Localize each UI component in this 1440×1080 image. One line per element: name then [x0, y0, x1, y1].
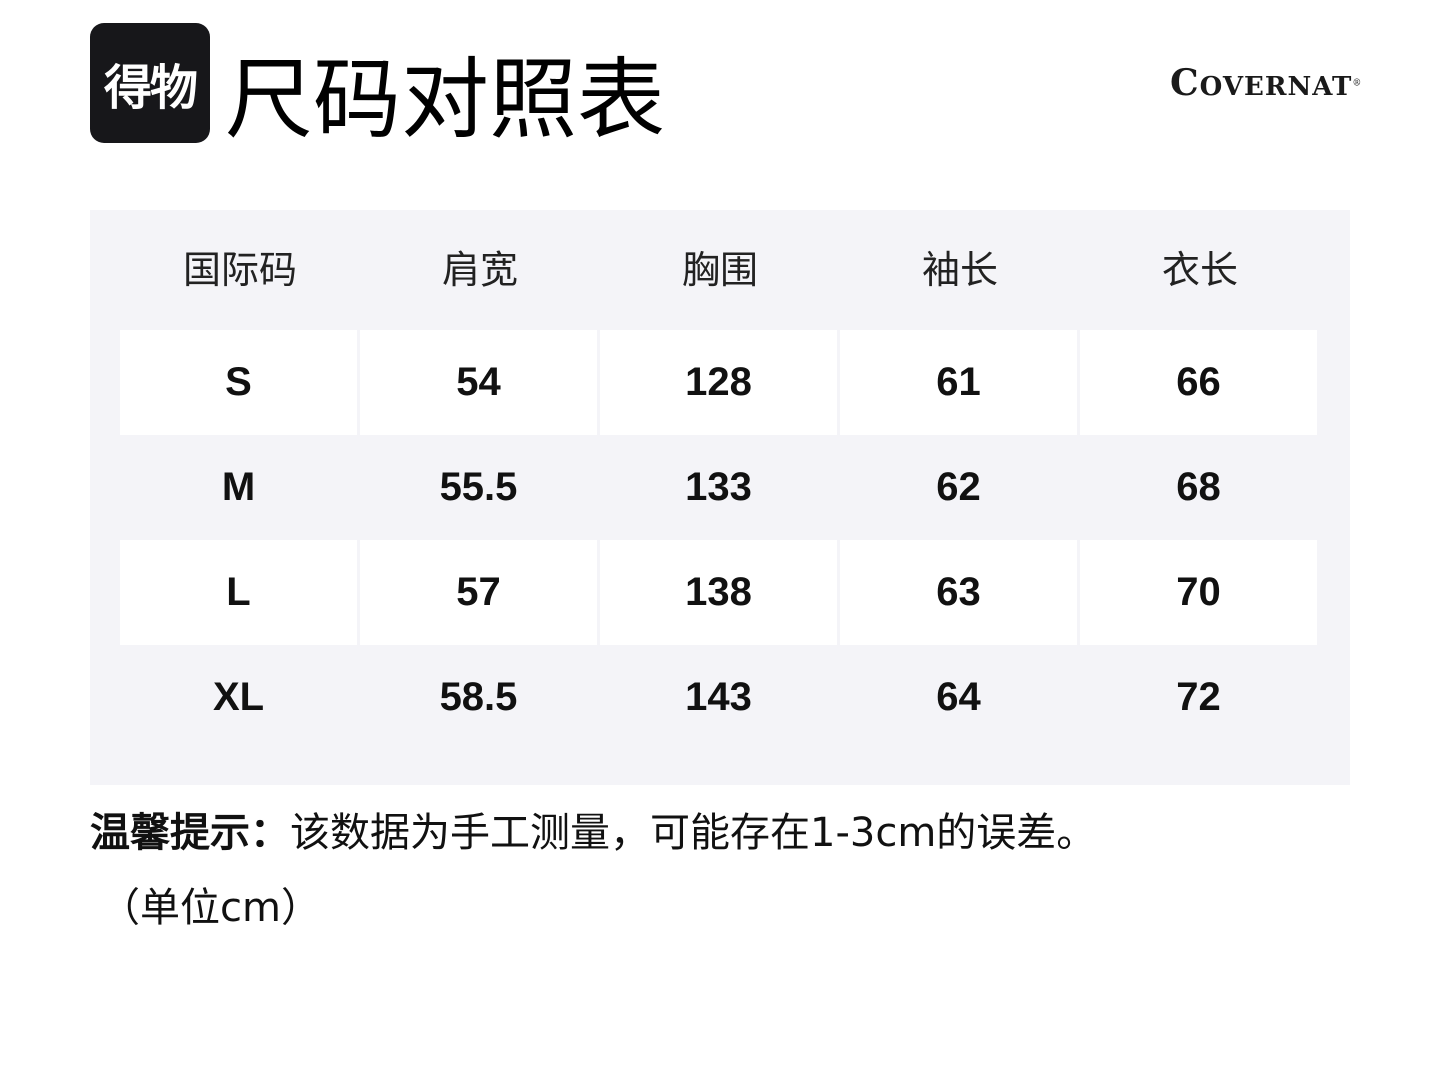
table-cell: 63	[840, 540, 1077, 645]
table-cell: 68	[1176, 465, 1221, 509]
brand-rest: OVERNAT	[1199, 72, 1353, 102]
header-length: 衣长	[1161, 248, 1238, 292]
table-row: XL 58.5 143 64 72	[120, 645, 1320, 750]
table-cell: L	[120, 540, 357, 645]
table-cell: 62	[936, 465, 981, 509]
table-cell: 70	[1080, 540, 1317, 645]
registered-mark: ®	[1352, 78, 1363, 89]
table-cell: 54	[360, 330, 597, 435]
table-cell: 58.5	[439, 675, 518, 719]
header-size: 国际码	[182, 248, 297, 292]
table-header: 国际码 肩宽 胸围 袖长 衣长	[120, 240, 1320, 300]
size-table: 国际码 肩宽 胸围 袖长 衣长 S 54 128 61 66 M 55.5 133 62 68 L 5…	[90, 210, 1350, 785]
table-cell: 57	[360, 540, 597, 645]
table-cell: 61	[840, 330, 1077, 435]
dewu-logo: 得物	[90, 23, 210, 143]
header-chest: 胸围	[681, 248, 758, 292]
table-cell: 66	[1080, 330, 1317, 435]
page-title: 尺码对照表	[225, 48, 666, 151]
table-cell: 128	[600, 330, 837, 435]
table-cell: 138	[600, 540, 837, 645]
brand-initial: C	[1170, 62, 1200, 104]
logo-text: 得物	[103, 60, 198, 116]
table-cell: XL	[212, 675, 265, 719]
note-label: 温馨提示：	[90, 810, 290, 856]
table-cell: M	[221, 465, 256, 509]
table-cell: 133	[685, 465, 752, 509]
measurement-note: 温馨提示：该数据为手工测量，可能存在1-3cm的误差。	[90, 805, 1096, 861]
table-cell: 72	[1176, 675, 1221, 719]
table-cell: 64	[936, 675, 981, 719]
table-cell: 143	[685, 675, 752, 719]
brand-logo: COVERNAT®	[1170, 62, 1362, 104]
header-sleeve: 袖长	[921, 248, 998, 292]
table-row: S 54 128 61 66	[120, 330, 1320, 435]
unit-note: （单位cm）	[100, 885, 321, 931]
table-cell: S	[120, 330, 357, 435]
table-cell: 55.5	[439, 465, 518, 509]
table-row: M 55.5 133 62 68	[120, 435, 1320, 540]
table-row: L 57 138 63 70	[120, 540, 1320, 645]
note-text: 该数据为手工测量，可能存在1-3cm的误差。	[290, 810, 1097, 856]
header-shoulder: 肩宽	[441, 248, 518, 292]
